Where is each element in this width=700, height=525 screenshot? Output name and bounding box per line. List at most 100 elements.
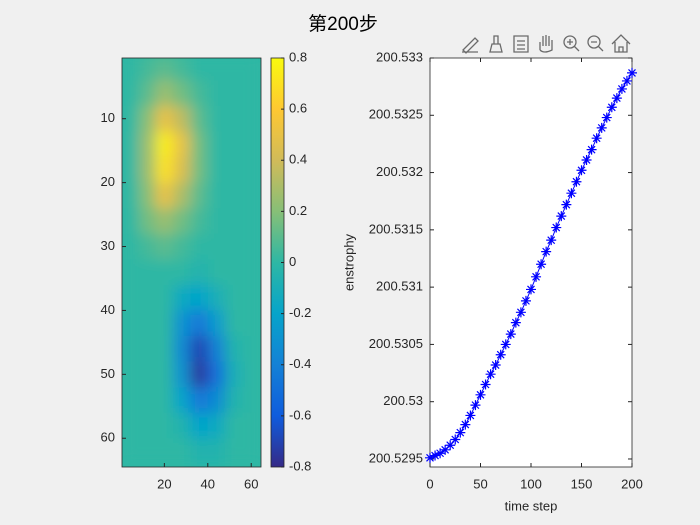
marker [500, 339, 511, 350]
field-cell [138, 361, 157, 388]
field-cell [173, 58, 191, 81]
field-cell [190, 208, 209, 235]
zoom-in-tool[interactable] [563, 35, 580, 52]
field-cell [122, 208, 139, 235]
field-cell [190, 233, 209, 260]
field-cell [207, 387, 226, 414]
field-cell [190, 361, 209, 388]
field-cell [173, 157, 191, 184]
field-cell [122, 412, 139, 439]
field-cell [225, 412, 244, 439]
field-cell [138, 335, 157, 363]
field-cell [173, 310, 191, 337]
field-cell [155, 105, 174, 132]
field-cell [225, 105, 244, 132]
field-cell [173, 438, 191, 465]
field-cell [242, 361, 261, 388]
field-cell [173, 105, 191, 132]
field-cell [122, 157, 139, 184]
field-cell [190, 335, 209, 363]
axes-box [121, 57, 262, 468]
colorbar-tick-label: -0.6 [289, 407, 311, 422]
field-cell [207, 412, 226, 439]
field-cell [190, 131, 209, 158]
marker [581, 154, 592, 165]
x-tick-label: 50 [473, 476, 487, 491]
x-tick-label: 150 [571, 476, 593, 491]
field [122, 58, 261, 465]
marker [526, 284, 536, 295]
y-tick-label: 200.532 [376, 164, 423, 179]
y-tick-label: 200.533 [376, 49, 423, 64]
field-cell [225, 310, 244, 337]
marker [455, 427, 466, 438]
field-cell [225, 182, 244, 209]
field-cell [138, 412, 157, 439]
field-cell [173, 259, 191, 286]
field-cell [122, 80, 139, 107]
marker [480, 379, 491, 390]
field-cell [207, 105, 226, 132]
field-cell [122, 259, 139, 286]
field-cell [207, 284, 226, 311]
marker [571, 176, 582, 187]
x-tick-label: 60 [244, 476, 258, 491]
field-cell [138, 58, 157, 81]
marker [490, 360, 501, 371]
field-cell [242, 58, 261, 81]
field-cell [190, 412, 209, 439]
x-axis-label: time step [505, 498, 558, 513]
y-tick-label: 200.5325 [369, 107, 423, 122]
edit-tool[interactable] [462, 37, 479, 54]
field-cell [122, 387, 139, 414]
field-cell [190, 105, 209, 132]
field-cell [207, 208, 226, 235]
field-cell [155, 438, 174, 465]
field-cell [155, 80, 174, 107]
colorbar-tick-label: 0.8 [289, 49, 307, 64]
plot-area [122, 58, 261, 467]
home-tool[interactable] [611, 34, 631, 53]
field-cell [207, 157, 226, 184]
y-tick-label: 200.5315 [369, 221, 423, 236]
field-cell [122, 310, 139, 337]
field-cell [242, 80, 261, 107]
field-cell [173, 80, 191, 107]
field-cell [173, 412, 191, 439]
y-axis-label: enstrophy [341, 233, 356, 291]
field-cell [173, 361, 191, 388]
field-cell [225, 58, 244, 81]
field-cell [242, 233, 261, 260]
colorbar-tick-label: -0.2 [289, 305, 311, 320]
field-cell [207, 361, 226, 388]
field-cell [190, 80, 209, 107]
marker [440, 444, 451, 455]
figure-title: 第200步 [308, 13, 378, 35]
brush-tool[interactable] [489, 35, 503, 53]
field-cell [122, 58, 139, 81]
marker [616, 83, 627, 94]
field-cell [122, 182, 139, 209]
field-cell [122, 438, 139, 465]
field-cell [225, 259, 244, 286]
field-cell [242, 182, 261, 209]
pan-tool[interactable] [539, 35, 553, 53]
zoom-out-tool[interactable] [587, 35, 604, 52]
field-cell [242, 105, 261, 132]
y-tick-label: 200.5295 [369, 450, 423, 465]
x-tick-label: 20 [157, 476, 171, 491]
field-cell [155, 361, 174, 388]
marker [460, 419, 471, 430]
field-cell [242, 131, 261, 158]
field-cell [155, 58, 174, 81]
field-cell [173, 335, 191, 363]
field-cell [207, 58, 226, 81]
marker [445, 440, 456, 451]
legend-tool[interactable] [513, 35, 529, 53]
y-tick-label: 20 [101, 174, 115, 189]
field-cell [225, 284, 244, 311]
colorbar-tick-label: 0.2 [289, 203, 307, 218]
field-cell [155, 208, 174, 235]
marker [495, 349, 506, 360]
marker [541, 246, 552, 257]
